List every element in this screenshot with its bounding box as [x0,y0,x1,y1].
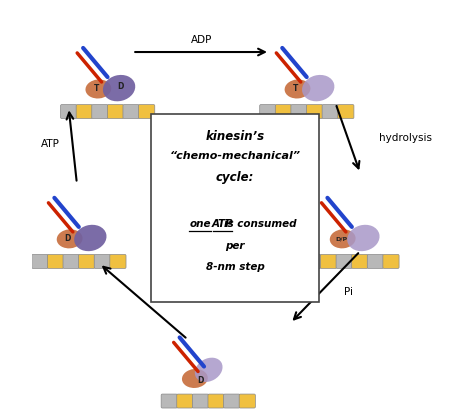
Text: 8-nm step: 8-nm step [206,262,264,272]
FancyBboxPatch shape [61,105,77,119]
Text: cycle:: cycle: [216,171,254,184]
FancyBboxPatch shape [337,105,354,119]
Ellipse shape [195,358,223,382]
FancyBboxPatch shape [47,255,64,268]
FancyBboxPatch shape [320,255,337,268]
Text: D/P: D/P [336,236,348,241]
Text: kinesin’s: kinesin’s [205,130,264,143]
Text: T: T [94,84,100,94]
FancyBboxPatch shape [192,394,209,408]
Text: ATP: ATP [212,219,234,229]
Text: T: T [293,84,299,94]
Text: “chemo-mechanical”: “chemo-mechanical” [169,150,301,161]
Ellipse shape [74,225,107,251]
FancyBboxPatch shape [161,394,177,408]
FancyBboxPatch shape [352,255,368,268]
Ellipse shape [85,80,111,98]
Text: ATP: ATP [41,139,60,150]
Text: ADP: ADP [191,35,213,45]
Text: one: one [189,219,211,229]
FancyBboxPatch shape [322,105,338,119]
FancyBboxPatch shape [305,255,321,268]
FancyBboxPatch shape [94,255,110,268]
FancyBboxPatch shape [177,394,193,408]
FancyBboxPatch shape [79,255,95,268]
Ellipse shape [103,75,135,101]
Text: Pi: Pi [344,287,353,297]
Ellipse shape [330,229,356,248]
FancyBboxPatch shape [336,255,352,268]
FancyBboxPatch shape [108,105,124,119]
Text: D: D [197,376,203,385]
Ellipse shape [347,225,380,251]
Ellipse shape [284,80,310,98]
Text: is consumed: is consumed [224,219,297,229]
FancyBboxPatch shape [76,105,92,119]
FancyBboxPatch shape [224,394,240,408]
Text: D: D [65,234,71,243]
FancyBboxPatch shape [110,255,126,268]
FancyBboxPatch shape [138,105,155,119]
FancyBboxPatch shape [32,255,48,268]
Ellipse shape [302,75,334,101]
FancyBboxPatch shape [63,255,79,268]
FancyBboxPatch shape [151,114,319,302]
FancyBboxPatch shape [383,255,399,268]
FancyBboxPatch shape [208,394,224,408]
Text: hydrolysis: hydrolysis [379,133,432,143]
FancyBboxPatch shape [92,105,108,119]
FancyBboxPatch shape [367,255,383,268]
FancyBboxPatch shape [123,105,139,119]
FancyBboxPatch shape [307,105,323,119]
Ellipse shape [182,369,208,388]
FancyBboxPatch shape [291,105,307,119]
Ellipse shape [57,229,82,248]
FancyBboxPatch shape [275,105,292,119]
Text: D: D [118,82,124,91]
FancyBboxPatch shape [239,394,255,408]
Text: per: per [225,241,245,251]
FancyBboxPatch shape [260,105,276,119]
